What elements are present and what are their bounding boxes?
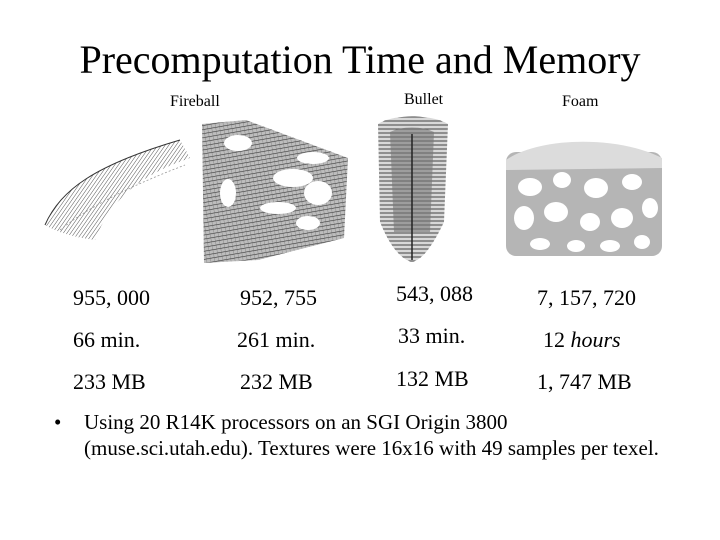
bullet-text: Using 20 R14K processors on an SGI Origi… xyxy=(84,410,659,460)
slide-title: Precomputation Time and Memory xyxy=(79,37,641,82)
cell-bullet-count: 543, 088 xyxy=(396,281,473,306)
bullet-dot-icon: • xyxy=(54,410,62,434)
foam-image xyxy=(506,141,662,256)
cell-foam-memory: 1, 747 MB xyxy=(537,369,632,394)
column-label-bullet: Bullet xyxy=(404,91,444,108)
bullet-image xyxy=(378,116,448,262)
cell-bullet-memory: 132 MB xyxy=(396,366,469,391)
bullet-list: • Using 20 R14K processors on an SGI Ori… xyxy=(54,409,674,461)
cell-foam-time: 12 hours xyxy=(543,327,621,353)
cell-fireball-time: 66 min. xyxy=(73,327,141,352)
column-label-foam: Foam xyxy=(562,93,599,110)
cell-fireball-volume-time: 261 min. xyxy=(237,327,316,352)
fireball-wave-image xyxy=(44,139,190,240)
cell-fireball-memory: 233 MB xyxy=(73,369,146,394)
cell-fireball-volume-count: 952, 755 xyxy=(240,285,317,310)
cell-foam-time-unit: hours xyxy=(570,327,621,352)
bullet-item: • Using 20 R14K processors on an SGI Ori… xyxy=(54,409,674,461)
cell-bullet-time: 33 min. xyxy=(398,323,466,348)
fireball-volume-image xyxy=(202,120,348,263)
column-label-fireball: Fireball xyxy=(170,93,220,110)
cell-fireball-volume-memory: 232 MB xyxy=(240,369,313,394)
cell-foam-time-value: 12 xyxy=(543,327,565,352)
cell-fireball-count: 955, 000 xyxy=(73,285,150,310)
cell-foam-count: 7, 157, 720 xyxy=(537,285,636,310)
